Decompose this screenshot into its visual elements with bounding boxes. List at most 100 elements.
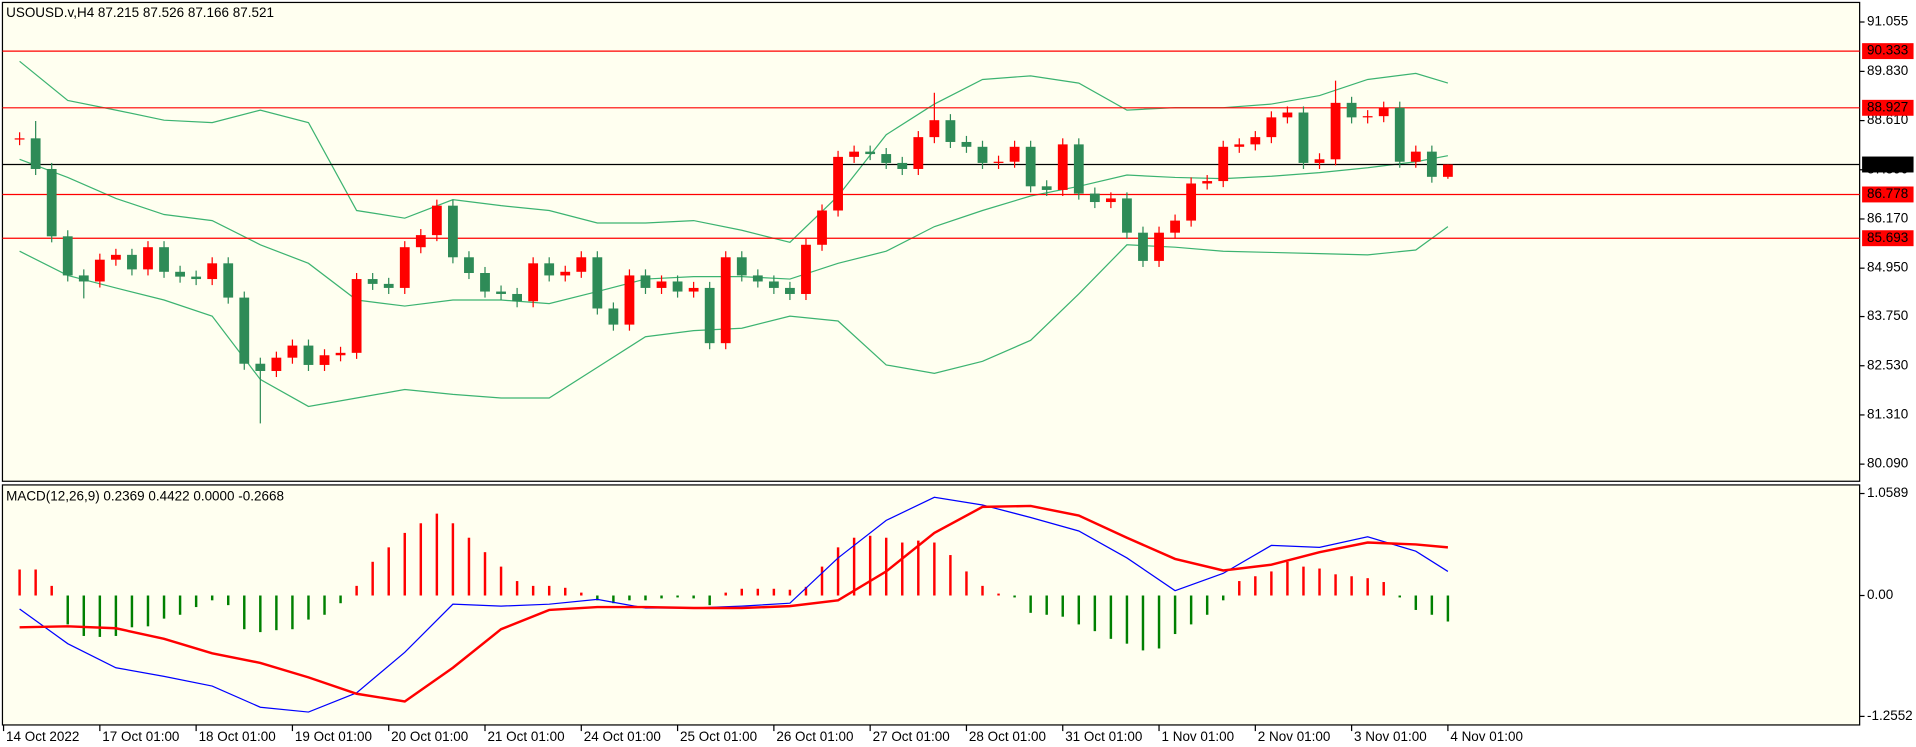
candle-body	[897, 162, 908, 169]
histogram-bar	[1109, 595, 1113, 639]
candle-body	[223, 263, 234, 298]
candle-body	[1314, 159, 1325, 163]
candle-body	[94, 259, 105, 282]
candle-body	[207, 263, 218, 280]
candle-body	[464, 257, 474, 274]
candle-body	[704, 287, 715, 344]
x-tick-label: 28 Oct 01:00	[969, 729, 1046, 744]
candle-body	[560, 271, 571, 276]
candle-body	[512, 293, 522, 302]
histogram-bar	[1157, 595, 1161, 649]
histogram-bar	[435, 513, 439, 596]
candle-body	[1250, 137, 1261, 145]
histogram-bar	[98, 595, 102, 637]
histogram-bar	[178, 595, 182, 615]
x-tick-label: 31 Oct 01:00	[1065, 729, 1142, 744]
level-box	[1862, 43, 1914, 60]
candle-body	[1122, 198, 1132, 233]
candle-body	[1170, 220, 1180, 233]
histogram-bar	[804, 586, 808, 596]
candle-body	[383, 283, 394, 288]
x-tick-label: 2 Nov 01:00	[1258, 729, 1331, 744]
y-tick-label: 1.0589	[1867, 485, 1908, 500]
candle-body	[849, 151, 860, 157]
candle-body	[1410, 151, 1421, 162]
x-tick-label: 25 Oct 01:00	[680, 729, 757, 744]
candle-body	[656, 281, 667, 288]
candle-body	[62, 236, 73, 276]
candle-body	[961, 141, 972, 147]
current-price-label: 87.521	[1867, 156, 1908, 171]
candle-body	[191, 276, 202, 280]
histogram-bar	[1254, 576, 1257, 596]
histogram-bar	[981, 585, 984, 596]
candle-body	[1330, 102, 1341, 160]
candle-body	[1234, 144, 1245, 147]
histogram-bar	[724, 592, 727, 596]
histogram-bar	[788, 589, 792, 596]
histogram-bar	[515, 581, 519, 596]
candle-body	[640, 275, 651, 288]
candle-body	[415, 235, 426, 248]
histogram-bar	[1061, 595, 1064, 617]
candle-body	[768, 281, 779, 288]
candle-body	[1073, 144, 1084, 194]
histogram-bar	[547, 585, 551, 596]
histogram-bar	[1350, 576, 1353, 596]
x-tick-label: 21 Oct 01:00	[487, 729, 564, 744]
candle-body	[1362, 116, 1373, 118]
candle-body	[1009, 146, 1020, 162]
y-tick-label: 80.090	[1867, 456, 1908, 471]
y-tick-label: 81.310	[1867, 406, 1908, 421]
candle-body	[993, 161, 1004, 163]
candle-body	[688, 287, 699, 292]
macd-panel	[1, 484, 1861, 726]
histogram-bar	[901, 542, 904, 596]
candle-body	[929, 120, 940, 138]
x-tick-label: 19 Oct 01:00	[295, 729, 372, 744]
histogram-bar	[1141, 595, 1145, 651]
histogram-bar	[868, 535, 872, 596]
candle-body	[624, 275, 635, 325]
y-tick-label: 0.00	[1867, 587, 1893, 602]
level-label: 88.927	[1867, 99, 1908, 114]
candle-body	[913, 137, 924, 169]
candle-body	[399, 247, 410, 288]
histogram-bar	[1222, 595, 1225, 601]
candle-body	[817, 210, 827, 245]
histogram-bar	[114, 595, 118, 636]
candle-body	[110, 254, 121, 260]
candle-body	[496, 291, 506, 294]
candle-body	[431, 205, 442, 236]
candle-body	[881, 154, 892, 163]
histogram-bar	[1205, 595, 1209, 615]
histogram-bar	[355, 585, 358, 596]
histogram-bar	[1430, 595, 1434, 615]
candle-body	[672, 281, 683, 292]
x-tick-label: 4 Nov 01:00	[1450, 729, 1523, 744]
y-tick-label: 86.170	[1867, 211, 1908, 226]
candle-body	[528, 263, 539, 302]
histogram-bar	[756, 588, 760, 596]
histogram-bar	[836, 547, 840, 596]
candle-body	[1346, 102, 1357, 118]
x-tick-label: 27 Oct 01:00	[873, 729, 950, 744]
candle-body	[351, 279, 362, 353]
histogram-bar	[1029, 595, 1032, 613]
histogram-bar	[740, 588, 744, 596]
candle-body	[1089, 193, 1100, 203]
histogram-bar	[580, 592, 583, 596]
histogram-bar	[1189, 595, 1193, 625]
histogram-bar	[628, 595, 631, 601]
candle-body	[1041, 186, 1052, 190]
candle-body	[159, 247, 169, 272]
histogram-bar	[1173, 595, 1177, 635]
candle-body	[801, 244, 811, 294]
histogram-bar	[1045, 595, 1048, 615]
x-tick-label: 20 Oct 01:00	[391, 729, 468, 744]
histogram-bar	[146, 595, 150, 627]
histogram-bar	[612, 595, 615, 604]
y-tick-label: -1.2552	[1867, 708, 1913, 723]
x-tick-label: 24 Oct 01:00	[584, 729, 661, 744]
